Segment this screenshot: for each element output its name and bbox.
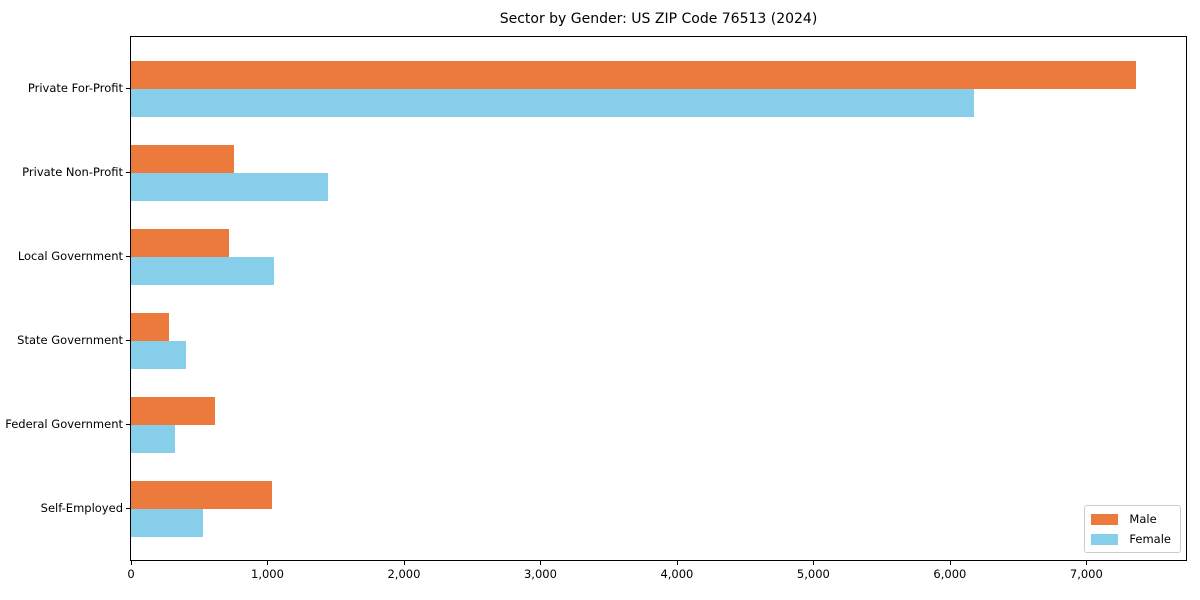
y-tick-label: Private For-Profit xyxy=(27,81,123,95)
y-tick-mark xyxy=(126,508,130,509)
legend-label-male: Male xyxy=(1129,512,1157,526)
x-tick-label: 1,000 xyxy=(251,567,284,581)
y-tick-label: Local Government xyxy=(17,249,123,263)
bar-female-0 xyxy=(131,89,975,117)
legend-label-female: Female xyxy=(1129,532,1171,546)
x-tick-label: 0 xyxy=(127,567,135,581)
bar-female-5 xyxy=(131,509,204,537)
x-tick-label: 5,000 xyxy=(796,567,830,581)
bar-female-2 xyxy=(131,257,275,285)
x-tick-mark xyxy=(131,561,132,565)
legend-swatch-male xyxy=(1091,513,1119,525)
x-tick-label: 6,000 xyxy=(933,567,967,581)
bar-female-4 xyxy=(131,425,176,453)
legend-swatch-female xyxy=(1091,533,1119,545)
x-tick-label: 4,000 xyxy=(660,567,694,581)
bar-male-3 xyxy=(131,313,170,341)
legend: Male Female xyxy=(1084,505,1181,553)
bar-male-5 xyxy=(131,481,272,509)
x-tick-mark xyxy=(540,561,542,565)
x-tick-label: 2,000 xyxy=(387,567,421,581)
x-tick-mark xyxy=(1086,561,1088,565)
x-tick-label: 7,000 xyxy=(1069,567,1103,581)
x-tick-mark xyxy=(813,561,815,565)
x-tick-mark xyxy=(949,561,951,565)
chart-title: Sector by Gender: US ZIP Code 76513 (202… xyxy=(499,11,818,27)
legend-item-female: Female xyxy=(1091,532,1171,546)
plot-area: Male Female xyxy=(130,36,1187,561)
y-tick-label: Self-Employed xyxy=(40,501,123,515)
bar-male-4 xyxy=(131,397,215,425)
y-tick-label: State Government xyxy=(17,333,123,347)
bar-female-3 xyxy=(131,341,186,369)
y-tick-mark xyxy=(126,88,130,89)
x-tick-label: 3,000 xyxy=(523,567,557,581)
x-tick-mark xyxy=(676,561,678,565)
y-tick-mark xyxy=(126,424,130,425)
y-tick-mark xyxy=(126,340,130,341)
y-tick-mark xyxy=(126,172,130,173)
legend-item-male: Male xyxy=(1091,512,1171,526)
y-tick-label: Private Non-Profit xyxy=(22,165,123,179)
x-tick-mark xyxy=(267,561,269,565)
bar-female-1 xyxy=(131,173,329,201)
x-tick-mark xyxy=(403,561,405,565)
bar-male-2 xyxy=(131,229,230,257)
y-tick-label: Federal Government xyxy=(5,417,123,431)
bar-male-0 xyxy=(131,61,1136,89)
y-tick-mark xyxy=(126,256,130,257)
bar-male-1 xyxy=(131,145,235,173)
